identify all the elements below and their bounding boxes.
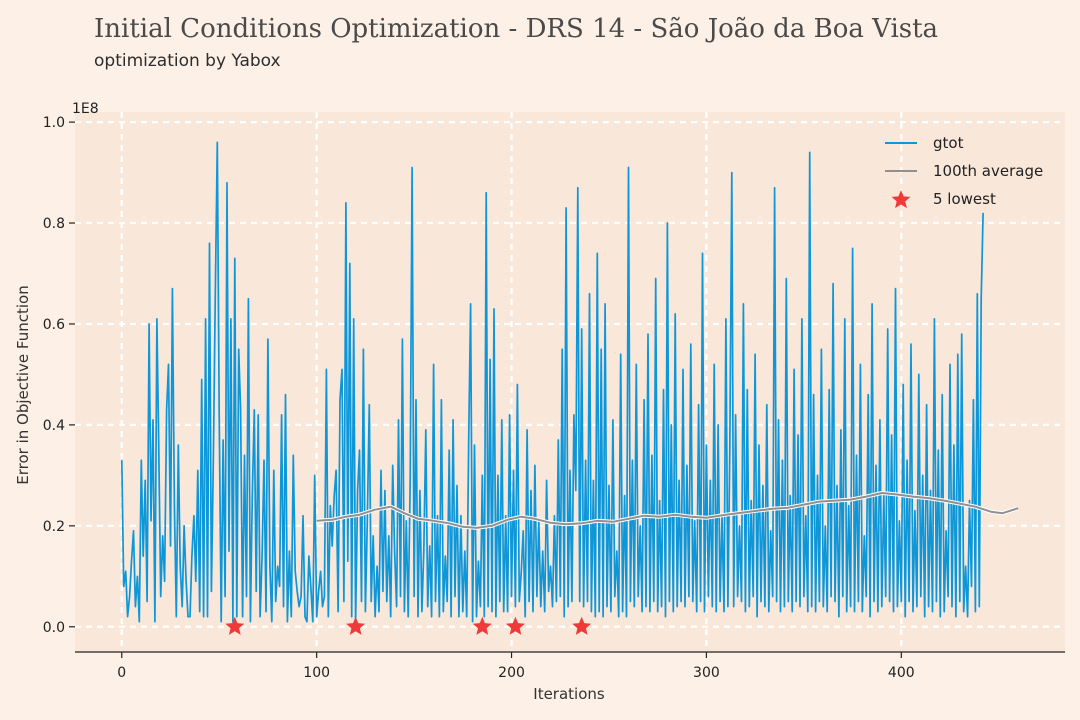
lowest-point-4: [572, 616, 592, 635]
x-tick-label-4: 400: [888, 665, 915, 681]
y-tick-label-2: 0.4: [43, 418, 65, 434]
chart-title: Initial Conditions Optimization - DRS 14…: [94, 14, 939, 44]
y-tick-label-5: 1.0: [43, 115, 65, 131]
y-tick-label-3: 0.6: [43, 317, 65, 333]
x-tick-label-3: 300: [693, 665, 720, 681]
x-tick-label-2: 200: [498, 665, 525, 681]
y-tick-label-1: 0.2: [43, 519, 65, 535]
series-layer: [120, 141, 1019, 623]
lowest-markers: [225, 616, 592, 635]
lowest-point-0: [225, 616, 245, 635]
lowest-point-1: [346, 616, 366, 635]
legend-gtot-label: gtot: [933, 134, 964, 152]
x-axis-label: Iterations: [533, 685, 605, 703]
chart-subtitle: optimization by Yabox: [94, 51, 281, 71]
y-axis-label: Error in Objective Function: [14, 285, 32, 484]
legend-star-icon: [891, 190, 911, 209]
y-ticks: 0.0 0.2 0.4 0.6 0.8 1.0: [43, 115, 75, 636]
series-average-line: [316, 492, 1019, 529]
y-tick-label-0: 0.0: [43, 620, 65, 636]
legend: gtot 100th average 5 lowest: [885, 134, 1043, 209]
legend-lowest-label: 5 lowest: [933, 190, 996, 208]
y-multiplier-label: 1E8: [72, 101, 99, 117]
series-gtot-line: [120, 141, 984, 623]
legend-average-label: 100th average: [933, 162, 1043, 180]
x-tick-label-0: 0: [117, 665, 126, 681]
y-tick-label-4: 0.8: [43, 216, 65, 232]
lowest-point-3: [505, 616, 525, 635]
x-tick-label-1: 100: [303, 665, 330, 681]
x-ticks: 0 100 200 300 400: [117, 652, 915, 681]
lowest-point-2: [472, 616, 492, 635]
